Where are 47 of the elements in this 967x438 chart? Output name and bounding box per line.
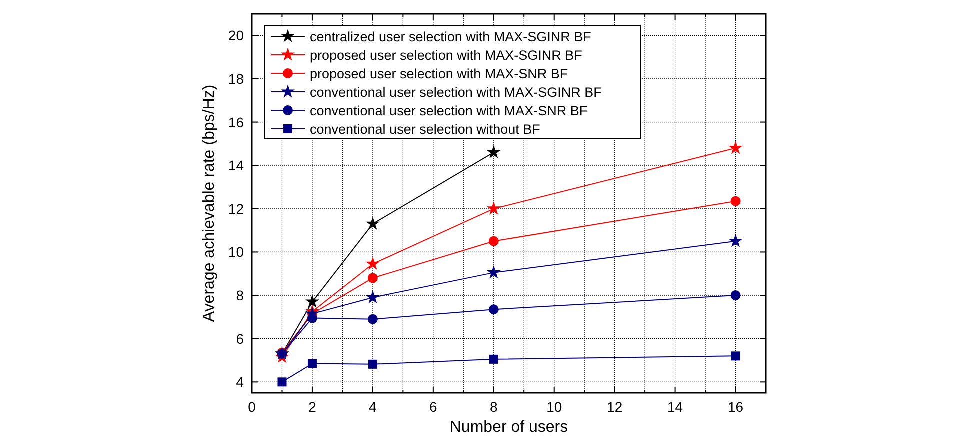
point (730, 290, 741, 301)
legend-label: conventional user selection with MAX-SNR BF (310, 104, 588, 118)
y-tick-label: 18 (228, 70, 244, 87)
x-tick-label: 16 (728, 399, 744, 415)
x-tick-label: 6 (430, 399, 438, 415)
point (489, 354, 498, 364)
x-tick-label: 10 (546, 399, 562, 415)
point (730, 196, 741, 206)
point (366, 256, 380, 270)
legend-label: proposed user selection with MAX-SNR BF (310, 66, 568, 82)
legend-label: proposed user selection with MAX-SGINR BF (310, 48, 582, 63)
point (488, 236, 499, 246)
point (486, 145, 501, 159)
point (486, 202, 501, 215)
x-tick-label: 2 (308, 399, 317, 415)
point (368, 314, 378, 324)
x-tick-label: 0 (248, 399, 256, 415)
x-tick-label: 8 (490, 399, 498, 415)
point (368, 273, 378, 284)
x-tick-label: 14 (668, 399, 684, 415)
y-tick-label: 16 (228, 114, 244, 130)
x-axis-title: Number of users (450, 419, 568, 436)
point (306, 294, 320, 308)
x-tick-label: 12 (607, 399, 623, 415)
y-tick-label: 20 (228, 28, 244, 44)
legend-label: centralized user selection with MAX-SGINR BF (310, 30, 592, 44)
point (731, 352, 740, 361)
point (278, 378, 287, 387)
y-tick-label: 8 (236, 288, 244, 304)
y-tick-label: 6 (236, 330, 244, 347)
legend-label: conventional user selection without BF (310, 122, 540, 137)
point (366, 216, 380, 230)
point (308, 359, 317, 368)
point (368, 360, 378, 369)
point (728, 234, 743, 248)
point (486, 265, 501, 279)
point (488, 304, 499, 315)
y-axis-title: Average achievable rate (bps/Hz) (201, 84, 218, 322)
y-tick-label: 4 (236, 374, 244, 390)
x-tick-label: 4 (369, 399, 378, 415)
y-tick-label: 10 (228, 244, 244, 260)
point (366, 290, 380, 304)
legend-label: conventional user selection with MAX-SGINR BF (310, 85, 602, 100)
point (728, 140, 743, 154)
y-tick-label: 14 (228, 158, 244, 174)
y-tick-label: 12 (228, 200, 244, 217)
point (307, 313, 318, 324)
